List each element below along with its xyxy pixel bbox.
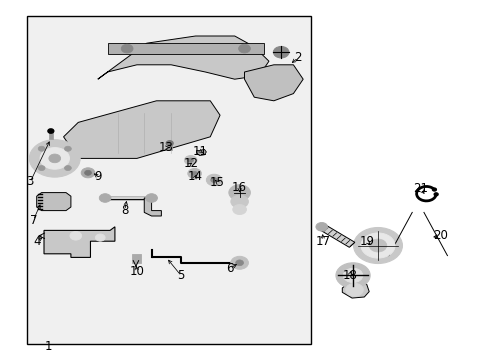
- Circle shape: [368, 239, 386, 252]
- Circle shape: [166, 141, 173, 146]
- Polygon shape: [63, 101, 220, 158]
- Text: 5: 5: [177, 269, 184, 282]
- Circle shape: [29, 140, 80, 177]
- Text: 12: 12: [183, 157, 198, 170]
- Polygon shape: [244, 65, 303, 101]
- Circle shape: [187, 158, 193, 162]
- Text: 18: 18: [342, 269, 356, 282]
- Text: 21: 21: [412, 183, 427, 195]
- Circle shape: [206, 174, 222, 186]
- Text: 6: 6: [225, 262, 233, 275]
- Text: 4: 4: [33, 235, 41, 248]
- Text: 8: 8: [121, 204, 128, 217]
- Polygon shape: [318, 224, 354, 247]
- Circle shape: [210, 177, 217, 183]
- Circle shape: [121, 44, 133, 53]
- Text: 19: 19: [359, 235, 373, 248]
- Text: 1: 1: [45, 340, 53, 353]
- Circle shape: [433, 193, 437, 196]
- Circle shape: [187, 168, 201, 179]
- Text: 7: 7: [29, 214, 37, 227]
- Circle shape: [48, 129, 54, 133]
- Circle shape: [40, 148, 69, 169]
- Circle shape: [235, 260, 243, 266]
- Polygon shape: [98, 36, 268, 79]
- Circle shape: [70, 231, 81, 240]
- Circle shape: [99, 194, 111, 202]
- Circle shape: [345, 283, 363, 296]
- Circle shape: [49, 154, 61, 163]
- Polygon shape: [144, 198, 161, 216]
- Text: 15: 15: [210, 176, 224, 189]
- Circle shape: [230, 256, 248, 269]
- Circle shape: [230, 195, 248, 208]
- Circle shape: [353, 228, 402, 264]
- Circle shape: [84, 170, 91, 175]
- Circle shape: [81, 168, 95, 178]
- Circle shape: [38, 146, 45, 151]
- Circle shape: [228, 185, 250, 201]
- Circle shape: [431, 188, 435, 191]
- Text: 17: 17: [315, 235, 329, 248]
- Circle shape: [95, 234, 105, 241]
- Text: 16: 16: [232, 181, 246, 194]
- Circle shape: [232, 204, 246, 215]
- Polygon shape: [44, 227, 115, 257]
- Text: 9: 9: [94, 170, 102, 183]
- Bar: [49, 132, 53, 139]
- Circle shape: [360, 233, 394, 258]
- Circle shape: [64, 146, 71, 151]
- Text: 20: 20: [432, 229, 447, 242]
- Circle shape: [64, 166, 71, 171]
- Circle shape: [145, 194, 157, 202]
- Text: 13: 13: [159, 141, 173, 154]
- Bar: [167, 144, 172, 150]
- Bar: [132, 254, 141, 263]
- Polygon shape: [196, 149, 206, 156]
- Text: 2: 2: [294, 51, 302, 64]
- Circle shape: [343, 268, 362, 283]
- Text: 11: 11: [193, 145, 207, 158]
- Circle shape: [38, 166, 45, 171]
- Text: 14: 14: [188, 170, 203, 183]
- Text: 3: 3: [26, 175, 34, 188]
- Bar: [27, 16, 310, 344]
- Polygon shape: [37, 193, 71, 211]
- Text: 10: 10: [129, 265, 144, 278]
- Circle shape: [335, 263, 369, 288]
- Circle shape: [315, 222, 327, 231]
- Circle shape: [191, 171, 197, 176]
- Polygon shape: [342, 280, 368, 298]
- Polygon shape: [107, 43, 264, 54]
- Circle shape: [184, 156, 197, 165]
- Circle shape: [273, 46, 288, 58]
- Circle shape: [238, 44, 250, 53]
